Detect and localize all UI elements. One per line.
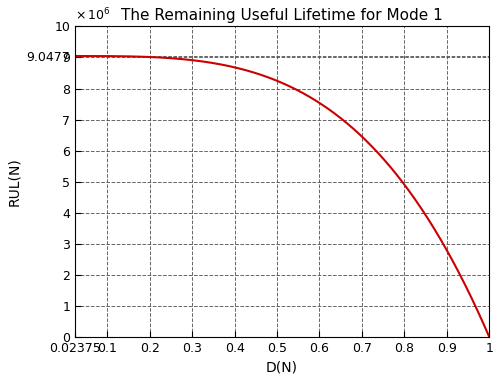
- X-axis label: D(N): D(N): [266, 360, 298, 374]
- Title: The Remaining Useful Lifetime for Mode 1: The Remaining Useful Lifetime for Mode 1: [121, 8, 443, 22]
- Y-axis label: RUL(N): RUL(N): [7, 157, 21, 206]
- Text: $\times\,10^6$: $\times\,10^6$: [75, 7, 110, 23]
